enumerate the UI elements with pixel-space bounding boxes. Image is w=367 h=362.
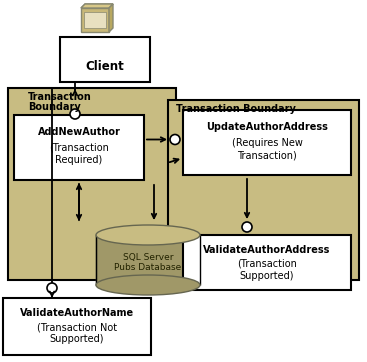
Bar: [3, 298, 151, 355]
Circle shape: [47, 283, 57, 293]
Polygon shape: [81, 8, 109, 32]
Ellipse shape: [96, 225, 200, 245]
Text: (Transaction: (Transaction: [49, 143, 109, 153]
Text: SQL Server
Pubs Database: SQL Server Pubs Database: [115, 253, 182, 272]
Bar: [168, 100, 359, 280]
Text: Transaction: Transaction: [28, 92, 92, 102]
Polygon shape: [81, 4, 113, 8]
Polygon shape: [109, 4, 113, 32]
Text: ValidateAuthorName: ValidateAuthorName: [20, 308, 134, 318]
Text: (Transaction: (Transaction: [237, 259, 297, 269]
Text: Supported): Supported): [240, 271, 294, 281]
Text: (Transaction Not: (Transaction Not: [37, 322, 117, 332]
Bar: [14, 115, 144, 180]
Bar: [8, 88, 176, 280]
Bar: [60, 37, 150, 82]
Text: Transaction Boundary: Transaction Boundary: [176, 104, 296, 114]
Text: Supported): Supported): [50, 334, 104, 344]
Bar: [183, 110, 351, 175]
Ellipse shape: [96, 275, 200, 295]
Text: Transaction): Transaction): [237, 150, 297, 160]
Circle shape: [242, 222, 252, 232]
Text: Boundary: Boundary: [28, 102, 81, 112]
Bar: [96, 235, 200, 285]
Bar: [183, 235, 351, 290]
Polygon shape: [81, 4, 113, 8]
Circle shape: [170, 135, 180, 144]
Text: ValidateAuthorAddress: ValidateAuthorAddress: [203, 245, 331, 255]
Text: UpdateAuthorAddress: UpdateAuthorAddress: [206, 122, 328, 132]
Bar: [84, 12, 106, 28]
Text: Client: Client: [86, 60, 124, 73]
Text: AddNewAuthor: AddNewAuthor: [37, 127, 120, 137]
Circle shape: [70, 109, 80, 119]
Text: Required): Required): [55, 155, 103, 165]
Text: (Requires New: (Requires New: [232, 138, 302, 148]
